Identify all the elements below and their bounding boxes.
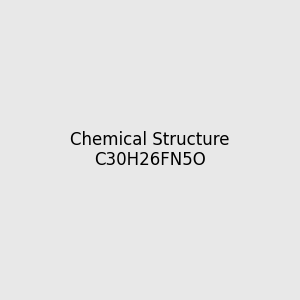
Text: Chemical Structure
C30H26FN5O: Chemical Structure C30H26FN5O: [70, 130, 230, 170]
